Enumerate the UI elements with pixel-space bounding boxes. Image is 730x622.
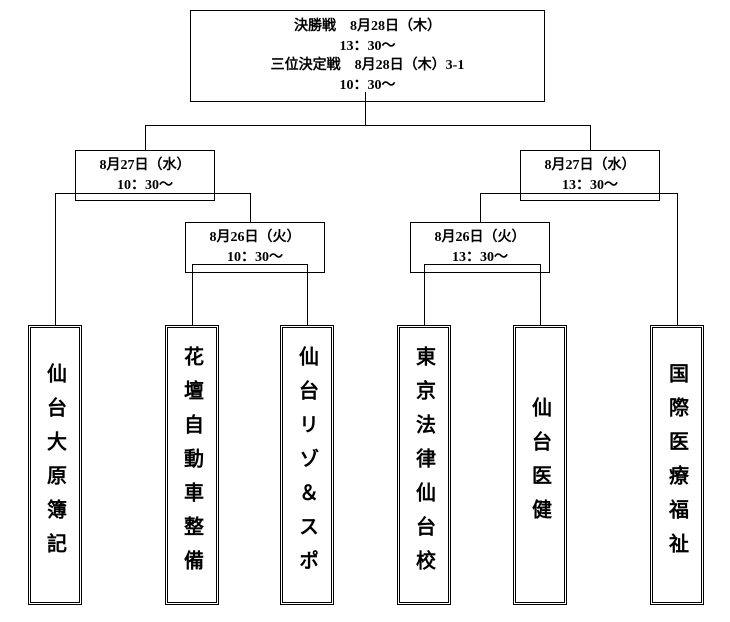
team-label-1: 花壇自動車整備	[178, 346, 207, 584]
final-line3: 三位決定戦 8月28日（木）3-1	[199, 56, 536, 76]
team-box-1: 花壇自動車整備	[165, 325, 219, 605]
semi-right-date: 8月27日（水）	[531, 156, 649, 176]
team-box-2: 仙台リゾ＆スポ	[280, 325, 334, 605]
qf-right-date: 8月26日（火）	[421, 228, 539, 248]
final-match-box: 決勝戦 8月28日（木） 13：30～ 三位決定戦 8月28日（木）3-1 10…	[190, 10, 545, 102]
team-label-4: 仙台医健	[526, 397, 555, 533]
team-label-3: 東京法律仙台校	[410, 346, 439, 584]
qf-right-box: 8月26日（火） 13：30～	[410, 222, 550, 273]
final-line4: 10：30～	[199, 76, 536, 96]
team-label-0: 仙台大原簿記	[41, 363, 70, 567]
team-box-0: 仙台大原簿記	[28, 325, 82, 605]
qf-left-box: 8月26日（火） 10：30～	[185, 222, 325, 273]
qf-left-date: 8月26日（火）	[196, 228, 314, 248]
semi-left-date: 8月27日（水）	[86, 156, 204, 176]
team-label-2: 仙台リゾ＆スポ	[293, 346, 322, 584]
team-box-4: 仙台医健	[513, 325, 567, 605]
final-line1: 決勝戦 8月28日（木）	[199, 17, 536, 37]
team-box-5: 国際医療福祉	[650, 325, 704, 605]
team-box-3: 東京法律仙台校	[397, 325, 451, 605]
team-label-5: 国際医療福祉	[663, 363, 692, 567]
final-line2: 13：30～	[199, 37, 536, 57]
